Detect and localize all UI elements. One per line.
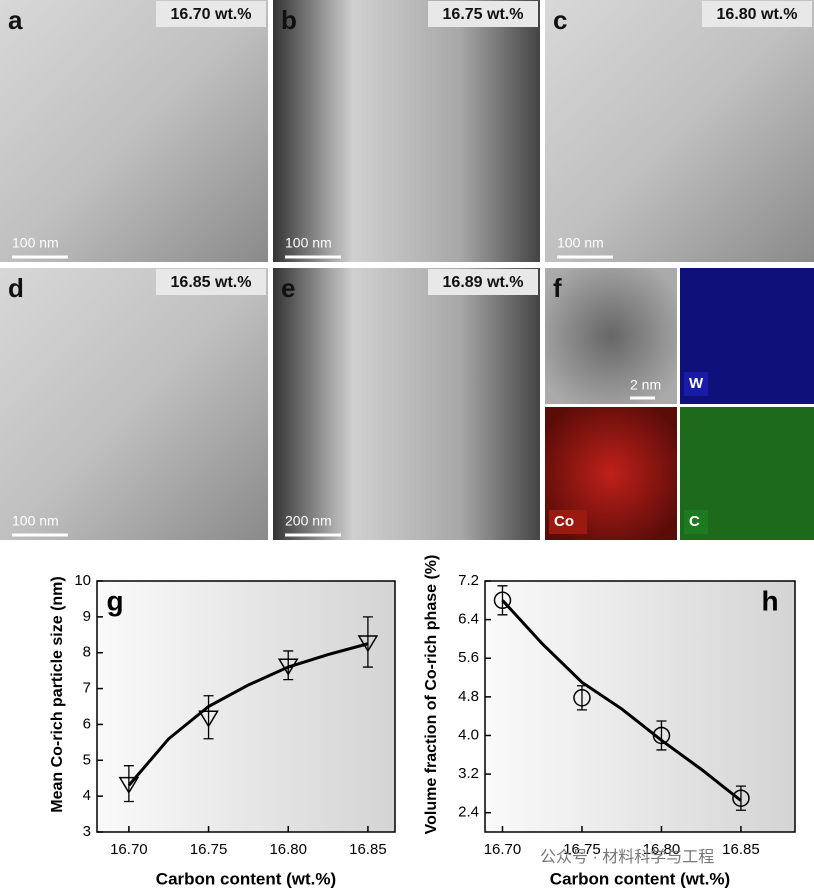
scale-label: 200 nm <box>285 513 332 529</box>
y-tick-label: 4.8 <box>458 688 479 705</box>
panel-letter: d <box>8 273 24 303</box>
error-bar <box>497 585 508 616</box>
map-label-box <box>549 510 587 534</box>
marker <box>277 658 299 676</box>
scale-label: 100 nm <box>12 513 59 529</box>
x-tick-label: 16.85 <box>349 841 387 858</box>
x-tick-label: 16.70 <box>110 841 148 858</box>
marker <box>573 689 591 707</box>
y-tick-label: 3 <box>83 823 91 840</box>
panel-letter: c <box>553 5 567 35</box>
map-label: Co <box>554 513 574 530</box>
tem-image <box>273 268 540 540</box>
y-tick-label: 6.4 <box>458 611 479 628</box>
marker <box>732 789 750 807</box>
tem-image <box>545 0 814 262</box>
y-tick-label: 3.2 <box>458 765 479 782</box>
tem-image <box>0 0 268 262</box>
scale-label: 100 nm <box>285 235 332 251</box>
x-tick-label: 16.75 <box>190 841 228 858</box>
fit-curve <box>501 599 742 802</box>
y-tick-label: 5.6 <box>458 649 479 666</box>
x-tick-label: 16.70 <box>484 841 522 858</box>
scale-label: 100 nm <box>557 235 604 251</box>
map-label: W <box>689 375 704 392</box>
x-axis-label: Carbon content (wt.%) <box>156 869 336 888</box>
x-tick-label: 16.80 <box>643 841 681 858</box>
y-tick-label: 4 <box>83 787 91 804</box>
tem-images <box>0 0 814 540</box>
marker <box>493 591 512 610</box>
carbon-label: 16.70 wt.% <box>171 6 252 23</box>
panel-letter: h <box>761 585 778 616</box>
tem-image <box>273 0 540 262</box>
fit-curve <box>127 642 369 787</box>
panel-letter: g <box>106 585 123 616</box>
y-tick-label: 2.4 <box>458 804 479 821</box>
x-tick-label: 16.80 <box>269 841 307 858</box>
y-tick-label: 9 <box>83 608 91 625</box>
error-bar <box>656 720 667 751</box>
panel-letter: b <box>281 5 297 35</box>
carbon-label: 16.80 wt.% <box>717 6 798 23</box>
panel-letter: f <box>553 273 562 303</box>
carbon-label: 16.75 wt.% <box>443 6 524 23</box>
map-label-box <box>684 510 708 534</box>
x-tick-label: 16.85 <box>722 841 760 858</box>
y-axis-label: Mean Co-rich particle size (nm) <box>49 576 66 813</box>
marker <box>357 635 379 653</box>
marker <box>198 710 219 728</box>
y-axis-label: Volume fraction of Co-rich phase (%) <box>423 555 440 835</box>
plot-area <box>96 580 396 833</box>
tem-image <box>0 268 268 540</box>
y-tick-label: 8 <box>83 644 91 661</box>
error-bar <box>203 695 214 740</box>
y-tick-label: 10 <box>74 572 91 589</box>
scale-label: 2 nm <box>630 377 661 393</box>
error-bar <box>362 616 373 668</box>
y-tick-label: 6 <box>83 715 91 732</box>
marker <box>652 726 671 745</box>
label-box <box>428 269 538 295</box>
carbon-label: 16.89 wt.% <box>443 274 524 291</box>
label-box <box>156 1 266 27</box>
scale-label: 100 nm <box>12 235 59 251</box>
y-tick-label: 5 <box>83 751 91 768</box>
y-tick-label: 7.2 <box>458 572 479 589</box>
panel-letter: a <box>8 5 23 35</box>
x-tick-label: 16.75 <box>563 841 601 858</box>
y-tick-label: 7 <box>83 680 91 697</box>
label-box <box>156 269 266 295</box>
watermark: 公众号 · 材料科学与工程 <box>540 848 714 866</box>
x-axis-label: Carbon content (wt.%) <box>550 869 730 888</box>
label-box <box>702 1 812 27</box>
carbon-label: 16.85 wt.% <box>171 274 252 291</box>
panel-letter: e <box>281 273 295 303</box>
map-label: C <box>689 513 700 530</box>
map-label-box <box>684 372 708 396</box>
label-box <box>428 1 538 27</box>
error-bar <box>123 765 134 803</box>
hrtem-image <box>545 268 677 404</box>
marker <box>118 776 140 795</box>
y-tick-label: 4.0 <box>458 726 479 743</box>
